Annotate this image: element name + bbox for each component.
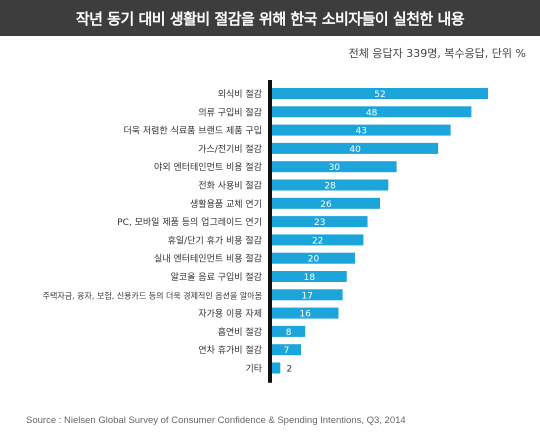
category-label: 가스/전기비 절감	[198, 143, 262, 155]
bar	[272, 161, 397, 173]
value-label: 17	[302, 291, 313, 301]
category-label: 외식비 절감	[218, 88, 262, 100]
value-label: 18	[304, 273, 316, 283]
value-label: 2	[286, 365, 292, 375]
category-label: 의류 구입비 절감	[198, 106, 262, 118]
value-label: 16	[300, 310, 312, 320]
bar	[272, 142, 439, 154]
chart-note: 전체 응답자 339명, 복수응답, 단위 %	[348, 47, 526, 60]
bar	[272, 234, 364, 246]
value-label: 23	[314, 218, 325, 228]
bar	[272, 179, 389, 191]
value-label: 20	[308, 255, 320, 265]
value-label: 26	[320, 200, 332, 210]
value-label: 40	[349, 145, 361, 155]
category-label: 실내 엔터테인먼트 비용 절감	[154, 253, 262, 265]
value-label: 8	[286, 328, 292, 338]
bar	[272, 216, 368, 228]
value-label: 7	[284, 346, 290, 356]
bar	[272, 325, 306, 337]
value-label: 52	[374, 90, 385, 100]
bar	[272, 106, 472, 118]
value-label: 30	[329, 163, 341, 173]
value-label: 28	[324, 182, 336, 192]
bar	[272, 252, 356, 264]
category-label: 연차 휴가비 절감	[198, 344, 262, 356]
category-label: 알코올 음료 구입비 절감	[171, 271, 262, 283]
source-note: Source : Nielsen Global Survey of Consum…	[26, 415, 406, 426]
category-label: 더욱 저렴한 식료품 브랜드 제품 구입	[123, 125, 262, 137]
bar	[272, 307, 339, 319]
chart-title: 작년 동기 대비 생활비 절감을 위해 한국 소비자들이 실천한 내용	[0, 0, 540, 36]
bar	[272, 271, 347, 282]
bar	[272, 197, 380, 209]
value-label: 43	[356, 127, 367, 137]
category-label: 휴일/단기 휴가 비용 절감	[168, 234, 262, 246]
category-label: 흡연비 절감	[218, 326, 262, 338]
value-label: 22	[312, 236, 323, 246]
bar	[272, 289, 343, 301]
bar	[272, 124, 451, 136]
category-label: 기타	[245, 364, 262, 375]
bar	[272, 362, 281, 374]
axis-line	[268, 80, 272, 383]
category-label: 전화 사용비 절감	[198, 180, 262, 192]
bar	[272, 88, 488, 99]
category-label: 야외 엔터테인먼트 비용 절감	[154, 161, 262, 173]
category-label: 생활용품 교체 연기	[190, 198, 262, 210]
bar	[272, 344, 302, 356]
category-label: 자가용 이용 자제	[198, 309, 262, 320]
category-label: 주택자금, 융자, 보험, 신용카드 등의 더욱 경제적인 옵션을 알아봄	[43, 290, 262, 300]
category-label: PC, 모바일 제품 등의 업그레이드 연기	[117, 217, 262, 228]
value-label: 48	[366, 108, 378, 118]
